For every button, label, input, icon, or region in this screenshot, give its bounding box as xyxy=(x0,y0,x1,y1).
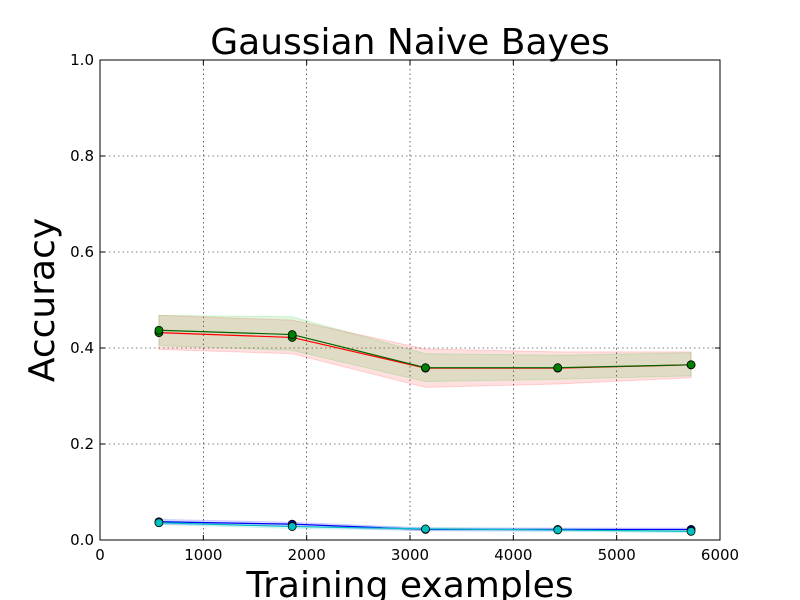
tick-labels: 0 1000 2000 3000 4000 5000 6000 0.0 0.2 0.4 0.6 0.8… xyxy=(70,51,739,564)
series-1-point xyxy=(287,330,297,339)
series-markers xyxy=(154,325,696,536)
y-tick-label: 1.0 xyxy=(70,51,94,69)
y-tick-label: 0.8 xyxy=(70,147,94,165)
y-axis-label: Accuracy xyxy=(22,218,63,382)
series-3-point xyxy=(287,522,297,531)
series-1-point xyxy=(686,360,696,370)
x-tick-label: 2000 xyxy=(288,546,326,564)
x-tick-label: 5000 xyxy=(598,546,636,564)
x-tick-label: 1000 xyxy=(184,546,222,564)
series-3-point xyxy=(154,518,164,528)
series-3-point xyxy=(421,524,430,534)
x-tick-label: 4000 xyxy=(494,546,532,564)
ticks xyxy=(99,59,721,541)
chart-title: Gaussian Naive Bayes xyxy=(210,22,609,63)
x-tick-label: 6000 xyxy=(701,546,739,564)
x-tick-label: 0 xyxy=(95,546,105,564)
y-tick-label: 0.0 xyxy=(70,531,94,549)
y-tick-label: 0.2 xyxy=(70,435,94,453)
series-1-point xyxy=(553,363,563,373)
series-3-point xyxy=(553,525,563,535)
series-3-point xyxy=(686,526,696,536)
grid xyxy=(100,60,720,540)
x-axis-label: Training examples xyxy=(245,565,573,600)
series-1-point xyxy=(154,325,164,335)
y-tick-label: 0.6 xyxy=(70,243,94,261)
x-tick-label: 3000 xyxy=(391,546,429,564)
series-1-point xyxy=(421,363,430,373)
y-tick-label: 0.4 xyxy=(70,339,94,357)
